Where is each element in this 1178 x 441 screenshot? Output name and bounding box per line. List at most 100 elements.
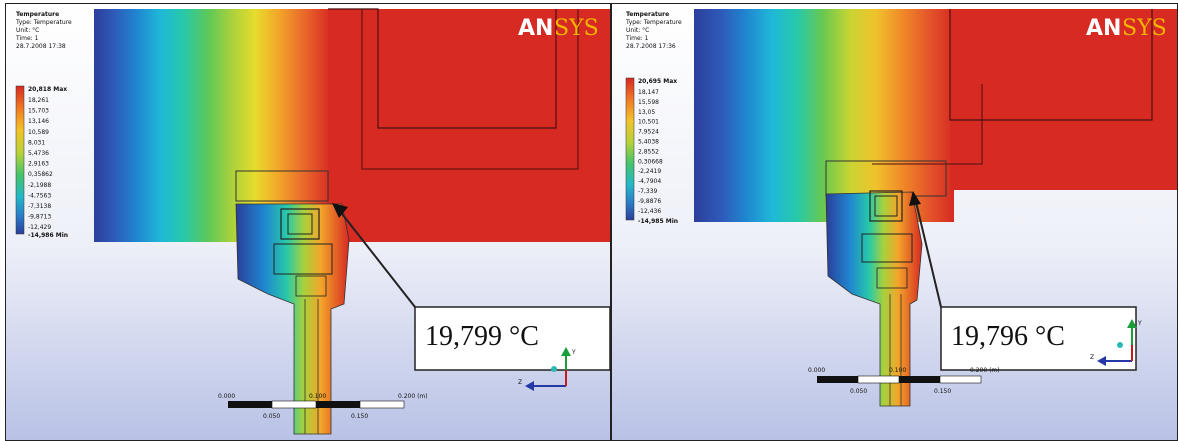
left-logo-an: AN [518, 16, 553, 41]
left-legend-values: 18,261 15,703 13,146 10,589 8,031 5,4736 2,916… [28, 97, 53, 231]
right-y-axis-arrow [1127, 319, 1137, 328]
left-scale-seg-2 [271, 400, 317, 409]
legend-value: 18,147 [638, 89, 659, 96]
right-legend: Temperature Type: Temperature Unit: °C T… [625, 11, 682, 225]
left-lintel-outline [328, 8, 557, 129]
right-lintel-outline [949, 9, 1153, 121]
legend-value: -7,339 [638, 188, 658, 195]
right-wall-contour [694, 9, 954, 222]
legend-value: 8,031 [28, 139, 45, 146]
left-triad-dot [551, 366, 557, 372]
right-ansys-logo: AN SYS [1086, 16, 1167, 41]
legend-value: -12,436 [638, 208, 661, 215]
right-contour-svg: Temperature Type: Temperature Unit: °C T… [612, 4, 1177, 440]
right-callout-value: 19,796 °C [951, 321, 1065, 352]
legend-value: -2,2419 [638, 168, 661, 175]
left-callout-arrow-line [338, 209, 416, 308]
legend-value: 5,4038 [638, 139, 659, 146]
left-frame-chamber-2 [287, 213, 313, 235]
legend-value: -9,8713 [28, 214, 51, 221]
left-frame-chamber-4 [295, 275, 327, 297]
right-scale-tick-0: 0.000 [808, 367, 825, 374]
left-scale-seg-4 [359, 400, 405, 409]
left-window-frame [235, 203, 350, 435]
left-legend-min: -14,986 Min [28, 232, 68, 239]
left-lintel-inner-outline [361, 9, 579, 170]
right-window-frame [825, 191, 923, 407]
right-scale-bar: 0.000 0.100 0.200 (m) 0.050 0.150 [808, 367, 1000, 395]
left-z-axis-label: Z [518, 379, 522, 386]
legend-value: -7,3138 [28, 203, 51, 210]
right-legend-date: 28.7.2008 17:36 [626, 43, 676, 50]
legend-value: 2,8552 [638, 148, 659, 155]
right-callout-arrowhead [909, 191, 921, 206]
right-legend-time: Time: 1 [625, 35, 649, 42]
right-lintel-inner-outline [872, 84, 983, 165]
legend-value: 13,146 [28, 118, 49, 125]
left-callout-value: 19,799 °C [425, 321, 539, 352]
legend-value: 15,598 [638, 99, 659, 106]
left-reveal-outline [235, 170, 329, 202]
right-frame-chamber-2 [874, 195, 898, 217]
left-scale-bar: 0.000 0.100 0.200 (m) 0.050 0.150 [218, 393, 428, 420]
left-scale-tick-0: 0.000 [218, 393, 235, 400]
right-simulation-panel: Temperature Type: Temperature Unit: °C T… [611, 3, 1178, 441]
left-scale-tick-1: 0.100 [309, 393, 326, 400]
legend-value: 7,9524 [638, 129, 659, 136]
right-y-axis-label: Y [1137, 320, 1142, 327]
right-legend-colorbar [625, 77, 635, 221]
left-ansys-logo: AN SYS [518, 16, 599, 41]
left-scale-tick-2: 0.200 (m) [398, 393, 428, 400]
left-logo-sys: SYS [554, 16, 599, 41]
right-legend-min: -14,985 Min [638, 218, 678, 225]
legend-value: 15,703 [28, 108, 49, 115]
left-y-axis-arrow [561, 347, 571, 356]
legend-value: 2,9163 [28, 161, 49, 168]
left-legend-date: 28.7.2008 17:38 [16, 43, 66, 50]
left-scale-tick-3: 0.050 [263, 413, 280, 420]
left-contour-svg: Temperature Type: Temperature Unit: °C T… [6, 4, 610, 440]
right-logo-sys: SYS [1122, 16, 1167, 41]
legend-value: 5,4736 [28, 150, 49, 157]
left-scale-tick-4: 0.150 [351, 413, 368, 420]
left-frame-chamber-3 [273, 243, 333, 275]
left-z-axis-arrow [525, 381, 534, 391]
right-scale-seg-2 [857, 375, 900, 384]
right-z-axis-arrow [1097, 356, 1106, 366]
left-callout-box [414, 306, 610, 371]
right-frame-chamber-1 [869, 190, 903, 222]
legend-value: 0,30668 [638, 158, 663, 165]
left-legend: Temperature Type: Temperature Unit: °C T… [15, 11, 72, 239]
right-axis-triad: Y Z [1090, 319, 1142, 366]
right-legend-unit: Unit: °C [626, 27, 649, 34]
left-legend-type: Type: Temperature [15, 19, 72, 26]
left-y-axis-label: Y [571, 349, 576, 356]
right-scale-tick-3: 0.050 [850, 388, 867, 395]
right-legend-max: 20,695 Max [638, 78, 677, 85]
left-legend-colorbar [15, 85, 25, 235]
legend-value: -9,8876 [638, 198, 661, 205]
right-z-axis-label: Z [1090, 354, 1094, 361]
right-logo-an: AN [1086, 16, 1121, 41]
left-interior-region [328, 9, 610, 242]
right-legend-title: Temperature [626, 11, 669, 18]
right-scale-seg-3 [899, 376, 940, 383]
left-legend-unit: Unit: °C [16, 27, 39, 34]
right-legend-values: 18,147 15,598 13,05 10,501 7,9524 5,4038 2,855… [638, 89, 663, 215]
left-scale-seg-1 [228, 401, 272, 408]
right-scale-tick-2: 0.200 (m) [970, 367, 1000, 374]
left-wall-contour [94, 9, 331, 242]
legend-value: 0,35862 [28, 171, 53, 178]
legend-value: 13,05 [638, 109, 655, 116]
left-simulation-panel: Temperature Type: Temperature Unit: °C T… [5, 3, 611, 441]
legend-value: -4,7563 [28, 192, 51, 199]
right-frame-chamber-4 [876, 267, 908, 289]
legend-value: -2,1988 [28, 182, 51, 189]
right-scale-tick-4: 0.150 [934, 388, 951, 395]
legend-value: -12,429 [28, 224, 51, 231]
left-frame-chamber-1 [280, 208, 320, 240]
left-axis-triad: Y Z [518, 347, 576, 391]
left-scale-seg-3 [316, 401, 360, 408]
right-callout-arrow-line [915, 201, 942, 308]
